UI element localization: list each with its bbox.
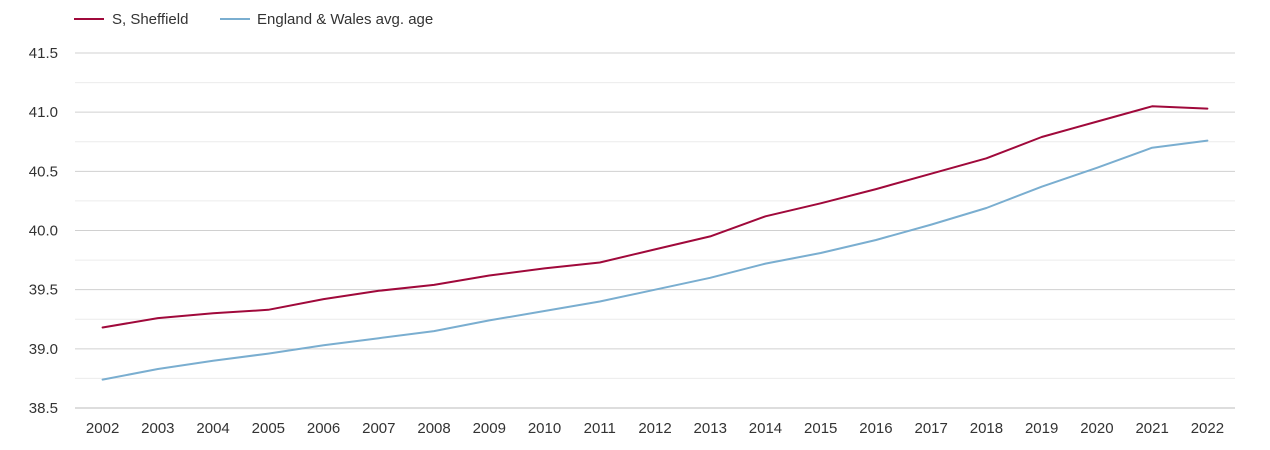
x-tick-label: 2010 bbox=[528, 420, 561, 437]
x-tick-label: 2014 bbox=[749, 420, 782, 437]
x-tick-label: 2015 bbox=[804, 420, 837, 437]
y-tick-label: 39.0 bbox=[29, 341, 58, 358]
y-tick-label: 40.0 bbox=[29, 223, 58, 240]
grid-lines bbox=[75, 52, 1235, 409]
legend-label-england-wales: England & Wales avg. age bbox=[257, 11, 433, 28]
x-tick-label: 2016 bbox=[859, 420, 892, 437]
x-tick-label: 2013 bbox=[694, 420, 727, 437]
x-tick-label: 2008 bbox=[417, 420, 450, 437]
series-line-sheffield bbox=[101, 105, 1209, 329]
series-line-england-wales bbox=[101, 139, 1209, 381]
y-tick-label: 41.5 bbox=[29, 45, 58, 62]
legend-label-sheffield: S, Sheffield bbox=[112, 11, 188, 28]
y-axis: 38.5 39.0 39.5 40.0 40.5 41.0 41.5 bbox=[29, 45, 58, 417]
x-tick-label: 2009 bbox=[473, 420, 506, 437]
x-tick-label: 2004 bbox=[196, 420, 229, 437]
legend-item-england-wales[interactable]: England & Wales avg. age bbox=[220, 11, 433, 28]
x-tick-label: 2022 bbox=[1191, 420, 1224, 437]
x-tick-label: 2019 bbox=[1025, 420, 1058, 437]
x-tick-label: 2006 bbox=[307, 420, 340, 437]
x-tick-label: 2003 bbox=[141, 420, 174, 437]
x-tick-label: 2021 bbox=[1135, 420, 1168, 437]
x-tick-label: 2011 bbox=[584, 420, 616, 437]
series-layer bbox=[101, 105, 1209, 381]
y-tick-label: 41.0 bbox=[29, 104, 58, 121]
x-tick-label: 2012 bbox=[638, 420, 671, 437]
x-axis: 2002 2003 2004 2005 2006 2007 2008 2009 2010 2011… bbox=[86, 420, 1224, 437]
x-tick-label: 2005 bbox=[252, 420, 285, 437]
y-tick-label: 38.5 bbox=[29, 400, 58, 417]
y-tick-label: 40.5 bbox=[29, 163, 58, 180]
x-tick-label: 2007 bbox=[362, 420, 395, 437]
legend-item-sheffield[interactable]: S, Sheffield bbox=[74, 11, 188, 28]
x-tick-label: 2020 bbox=[1080, 420, 1113, 437]
x-tick-label: 2017 bbox=[915, 420, 948, 437]
y-tick-label: 39.5 bbox=[29, 282, 58, 299]
x-tick-label: 2018 bbox=[970, 420, 1003, 437]
x-tick-label: 2002 bbox=[86, 420, 119, 437]
legend: S, Sheffield England & Wales avg. age bbox=[74, 11, 433, 28]
